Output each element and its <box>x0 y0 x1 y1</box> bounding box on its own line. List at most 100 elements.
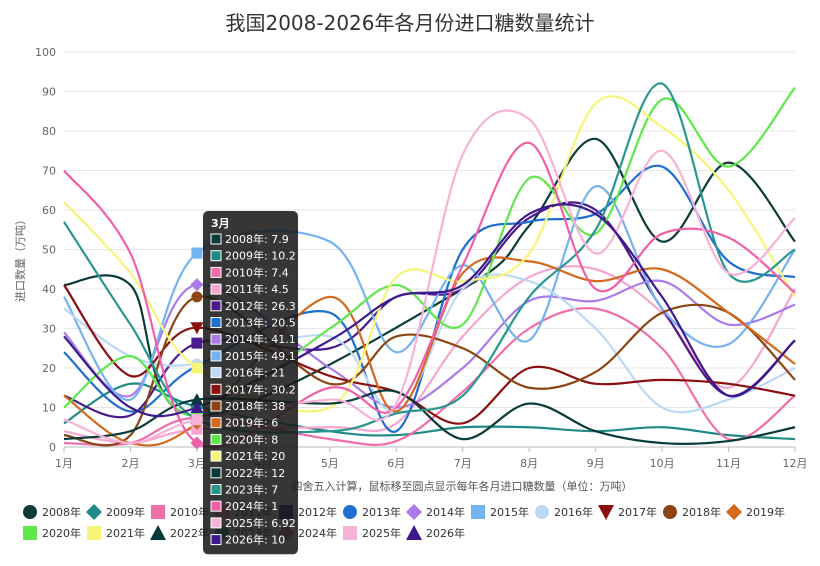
series-markers[interactable] <box>190 247 204 450</box>
legend-item[interactable]: 2014年 <box>406 504 465 520</box>
y-tick-label: 0 <box>49 441 56 454</box>
legend-marker <box>471 505 485 519</box>
legend-item[interactable]: 2010年 <box>151 505 209 519</box>
tooltip-row: 2015年: 49.1 <box>225 349 296 363</box>
tooltip-row: 2018年: 38 <box>225 399 285 413</box>
x-tick-label: 9月 <box>587 457 605 470</box>
y-tick-label: 10 <box>42 402 56 415</box>
tooltip-swatch <box>210 417 222 429</box>
legend-marker <box>87 526 101 540</box>
series-line <box>63 307 796 447</box>
legend-item[interactable]: 2021年 <box>87 526 145 540</box>
y-tick-label: 90 <box>42 86 56 99</box>
x-tick-label: 3月 <box>188 457 206 470</box>
data-point-marker <box>190 393 204 406</box>
legend-marker <box>23 526 37 540</box>
legend-label: 2021年 <box>106 526 145 540</box>
tooltip-row: 2020年: 8 <box>225 432 278 446</box>
tooltip-swatch <box>210 317 222 328</box>
tooltip-row: 2016年: 21 <box>225 366 285 380</box>
legend-item[interactable]: 2008年 <box>23 505 81 519</box>
legend-label: 2009年 <box>106 505 145 519</box>
legend-marker <box>663 505 677 519</box>
tooltip-header: 3月 <box>211 217 230 230</box>
legend-label: 2016年 <box>554 505 593 519</box>
y-tick-label: 20 <box>42 362 56 375</box>
y-tick-label: 70 <box>42 165 56 178</box>
tooltip-swatch <box>210 517 222 529</box>
chart-note: 四舍五入计算，鼠标移至圆点显示每年各月进口糖数量（单位：万吨） <box>292 479 633 493</box>
y-tick-label: 100 <box>35 46 56 59</box>
legend-item[interactable]: 2013年 <box>343 505 401 519</box>
x-tick-label: 12月 <box>783 457 808 470</box>
legend-marker <box>406 504 422 520</box>
tooltip-swatch <box>210 250 222 262</box>
legend-item[interactable]: 2017年 <box>598 505 657 520</box>
x-tick-label: 6月 <box>387 457 405 470</box>
legend-label: 2026年 <box>426 526 465 540</box>
legend-marker <box>86 504 102 520</box>
legend-marker <box>23 505 37 519</box>
series-line <box>63 185 796 401</box>
legend-item[interactable]: 2020年 <box>23 526 81 540</box>
x-tick-label: 7月 <box>454 457 472 470</box>
x-tick-label: 2月 <box>121 457 139 470</box>
tooltip-row: 2009年: 10.2 <box>225 249 296 263</box>
tooltip-swatch <box>210 266 222 278</box>
data-point-marker <box>190 401 204 413</box>
tooltip-row: 2013年: 20.5 <box>225 316 296 330</box>
legend-label: 2025年 <box>362 526 401 540</box>
tooltip-swatch <box>210 467 222 479</box>
legend-item[interactable]: 2016年 <box>535 505 593 519</box>
series-lines <box>63 82 796 449</box>
tooltip-swatch <box>210 383 222 395</box>
data-point-marker <box>191 362 203 374</box>
legend-label: 2013年 <box>362 505 401 519</box>
legend-item[interactable]: 2019年 <box>726 504 785 520</box>
tooltip-row: 2026年: 10 <box>225 533 285 547</box>
x-axis: 1月2月3月4月5月6月7月8月9月10月11月12月 <box>55 447 808 470</box>
tooltip-row: 2014年: 41.1 <box>225 332 296 346</box>
y-tick-label: 50 <box>42 244 56 257</box>
x-tick-label: 1月 <box>55 457 73 470</box>
legend-label: 2010年 <box>170 505 209 519</box>
data-point-marker <box>190 322 204 335</box>
series-line <box>63 141 796 449</box>
grid <box>64 51 795 448</box>
x-tick-label: 8月 <box>520 457 538 470</box>
y-tick-label: 40 <box>42 283 56 296</box>
x-tick-label: 11月 <box>716 457 741 470</box>
series-line <box>63 95 796 413</box>
series-line <box>63 382 796 441</box>
tooltip-swatch <box>210 300 222 312</box>
tooltip-row: 2019年: 6 <box>225 416 278 430</box>
legend-label: 2019年 <box>746 505 785 519</box>
legend-label: 2012年 <box>298 505 337 519</box>
y-axis: 0 10 20 30 40 50 60 70 80 90 100 <box>35 46 56 454</box>
data-point-marker <box>191 291 203 303</box>
legend-item[interactable]: 2025年 <box>343 526 401 540</box>
tooltip-swatch <box>210 534 222 546</box>
legend-marker <box>726 504 742 520</box>
legend[interactable]: 2008年2009年2010年2011年2012年2013年2014年2015年… <box>23 504 785 541</box>
tooltip-row: 2010年: 7.4 <box>225 265 289 279</box>
legend-label: 2018年 <box>682 505 721 519</box>
legend-item[interactable]: 2015年 <box>471 505 529 519</box>
series-line <box>63 273 796 414</box>
tooltip-row: 2008年: 7.9 <box>225 232 289 246</box>
legend-item[interactable]: 2009年 <box>86 504 145 520</box>
tooltip-swatch <box>210 367 222 379</box>
data-point-marker <box>191 414 203 426</box>
series-line <box>63 203 796 418</box>
y-tick-label: 60 <box>42 204 56 217</box>
tooltip-row: 2011年: 4.5 <box>225 282 289 296</box>
legend-label: 2015年 <box>490 505 529 519</box>
legend-item[interactable]: 2018年 <box>663 505 721 519</box>
series-line <box>63 256 796 447</box>
legend-item[interactable]: 2022年 <box>150 525 209 540</box>
tooltip-row: 2012年: 26.3 <box>225 299 296 313</box>
tooltip-row: 2024年: 1 <box>225 499 278 513</box>
legend-item[interactable]: 2026年 <box>406 525 465 540</box>
data-point-marker <box>190 278 204 292</box>
